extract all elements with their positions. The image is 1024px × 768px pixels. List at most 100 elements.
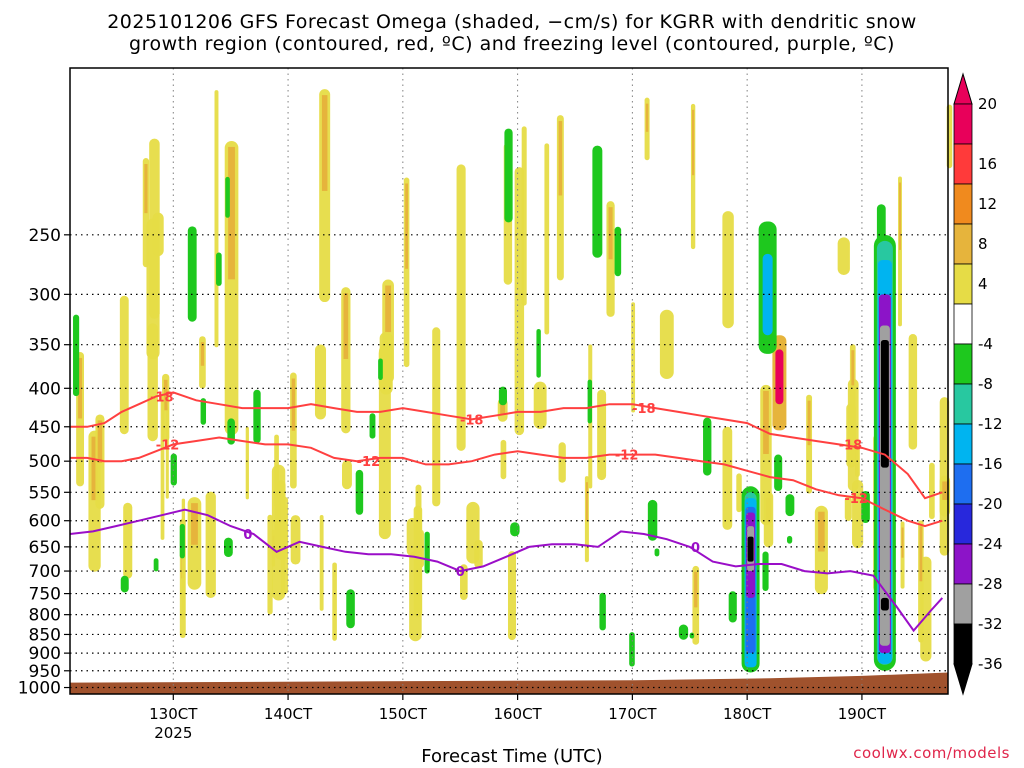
omega-shade-positive	[533, 381, 547, 430]
contour-label: -12	[615, 449, 639, 464]
colorbar-label: -12	[978, 415, 1003, 433]
colorbar-swatch	[953, 103, 973, 145]
omega-shade-positive-strong	[763, 390, 769, 454]
y-tick-label: 250	[29, 226, 61, 246]
omega-shade-positive-strong	[558, 121, 563, 196]
omega-shade-positive-strong	[200, 342, 205, 366]
colorbar-swatch	[953, 343, 973, 385]
chart-title-line-1: 2025101206 GFS Forecast Omega (shaded, −…	[107, 11, 917, 33]
colorbar-label: -36	[978, 655, 1003, 673]
colorbar-label: -4	[978, 335, 993, 353]
omega-shade-negative	[629, 632, 635, 667]
omega-shade-negative	[587, 379, 593, 424]
omega-shade-positive	[290, 515, 301, 565]
contour-line	[69, 508, 944, 633]
omega-shade-positive-strong	[585, 482, 588, 521]
omega-shade-positive	[147, 323, 158, 442]
y-tick-label: 300	[29, 285, 61, 305]
contour-line	[70, 391, 943, 500]
chart-title-line-2: growth region (contoured, red, ºC) and f…	[129, 33, 895, 55]
omega-shade-positive	[342, 460, 352, 490]
omega-shade-negative	[647, 499, 658, 541]
omega-shade-positive-strong	[694, 571, 698, 608]
y-tick-label: 600	[29, 512, 61, 532]
omega-shade-positive	[500, 439, 507, 480]
omega-shade-positive-strong	[405, 183, 409, 269]
omega-shade-positive-strong	[645, 103, 649, 132]
colorbar-swatch	[953, 223, 973, 265]
omega-shade-positive	[474, 539, 483, 569]
omega-shade-positive	[314, 344, 327, 420]
omega-shade-negative	[785, 494, 795, 517]
omega-shade-positive-strong	[692, 109, 695, 176]
omega-shade-positive-strong	[899, 182, 901, 250]
contour-label: -18	[839, 438, 863, 453]
omega-shade-positive	[460, 564, 468, 600]
omega-shade-negative	[179, 523, 185, 559]
omega-shade-positive	[245, 426, 249, 500]
omega-shade-positive-strong	[942, 481, 948, 500]
omega-shade-negative	[599, 592, 606, 631]
omega-shade-positive	[544, 143, 550, 335]
omega-shade-negative	[369, 413, 376, 439]
y-tick-label: 700	[29, 562, 61, 582]
contour-label: -12	[357, 455, 381, 470]
omega-shade-negative	[536, 328, 541, 378]
colorbar-swatch	[953, 143, 973, 185]
x-tick-label: 140CT	[264, 705, 313, 723]
credit-text: coolwx.com/models	[853, 744, 1010, 762]
omega-shade-negative	[200, 398, 207, 425]
omega-shade-positive	[214, 90, 219, 348]
surface-terrain	[70, 672, 948, 694]
colorbar-label: -24	[978, 535, 1003, 553]
colorbar-top-arrow	[953, 72, 973, 105]
colorbar-label: 4	[978, 275, 988, 293]
colorbar-swatch	[953, 583, 973, 625]
omega-shade-negative	[510, 522, 520, 537]
omega-shade-positive-strong	[851, 350, 855, 386]
colorbar-label: 12	[978, 195, 997, 213]
x-tick-label: 170CT	[608, 705, 657, 723]
colorbar-label: -20	[978, 495, 1003, 513]
contour-line	[70, 436, 943, 528]
omega-shade-negative	[73, 314, 80, 397]
omega-shade-positive	[929, 462, 935, 520]
omega-shade-positive-strong	[291, 378, 296, 431]
omega-shade-negative	[728, 591, 737, 623]
omega-shade-positive	[844, 496, 852, 521]
omega-shade-negative	[678, 624, 689, 640]
x-tick-sublabel: 2025	[154, 724, 192, 742]
omega-shade-positive	[406, 517, 419, 557]
sinking-column-180	[747, 536, 754, 562]
omega-shade-negative	[703, 417, 712, 476]
y-tick-label: 800	[29, 606, 61, 626]
omega-shade-positive	[597, 389, 607, 481]
omega-shade-negative	[498, 386, 507, 406]
omega-shade-positive-strong	[91, 436, 98, 501]
contour-label: -12	[844, 492, 868, 507]
contour-label: -18	[632, 402, 656, 417]
omega-shade-positive	[119, 295, 129, 435]
omega-shade-positive	[722, 426, 733, 530]
colorbar-swatch	[953, 543, 973, 585]
omega-shade-negative	[504, 128, 513, 223]
contour-label: 0	[243, 528, 252, 543]
omega-shade-positive-strong	[321, 95, 328, 191]
omega-shade-negative	[762, 253, 773, 336]
colorbar-swatch	[953, 263, 973, 305]
omega-shade-positive-strong	[919, 526, 923, 582]
omega-shade-positive	[432, 327, 441, 507]
x-axis-label: Forecast Time (UTC)	[421, 746, 603, 767]
colorbar-swatch	[953, 423, 973, 465]
omega-shade-positive	[837, 237, 850, 275]
y-tick-label: 400	[29, 379, 61, 399]
omega-shade-negative	[153, 558, 159, 572]
plot-border	[69, 67, 949, 695]
y-tick-label: 850	[29, 625, 61, 645]
omega-shade-positive-strong	[97, 420, 103, 463]
omega-shade-positive-strong	[78, 357, 83, 419]
omega-shade-negative	[216, 252, 222, 286]
y-tick-label: 750	[29, 585, 61, 605]
omega-shade-negative	[253, 389, 261, 444]
contour-label: -18	[460, 413, 484, 428]
